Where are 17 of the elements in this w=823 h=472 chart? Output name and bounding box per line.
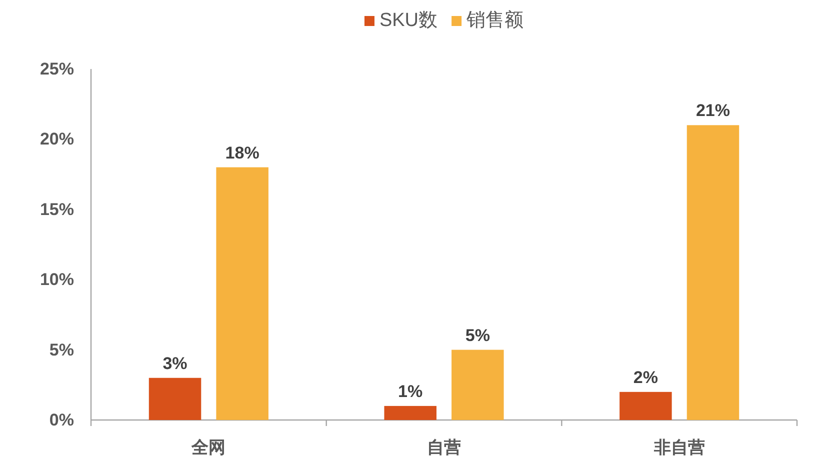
y-tick-label: 20% [40,130,74,149]
data-label: 21% [696,101,730,120]
y-tick-label: 25% [40,60,74,78]
data-label: 2% [633,368,658,387]
data-label: 3% [162,354,188,373]
y-tick-label: 15% [40,200,74,219]
x-tick-label: 全网 [192,438,226,457]
x-tick-label: 自营 [427,438,461,457]
data-label: 18% [225,143,260,162]
y-tick-label: 0% [49,410,74,430]
y-tick-label: 10% [40,270,74,290]
legend-label: SKU数 [379,10,438,31]
data-label: 5% [465,326,490,345]
legend-label: 销售额 [466,10,524,31]
y-tick-label: 5% [49,340,74,360]
x-tick-label: 非自营 [654,438,705,457]
data-label: 1% [398,382,423,401]
